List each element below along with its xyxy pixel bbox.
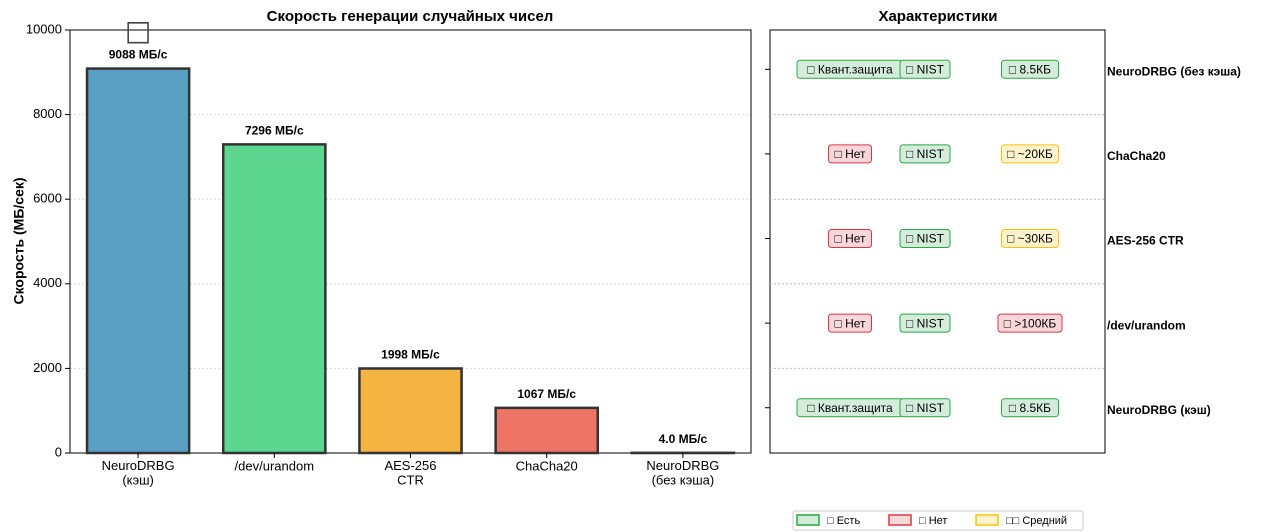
x-tick-label: /dev/urandom — [235, 458, 315, 473]
row-label: NeuroDRBG (без кэша) — [1107, 64, 1241, 78]
badge-label: □ Нет — [834, 316, 866, 330]
x-tick-label: ChaCha20 — [516, 458, 578, 473]
badge-label: □ ~20КБ — [1007, 147, 1053, 161]
badge-label: □ Нет — [834, 147, 866, 161]
badge — [1001, 59, 1059, 79]
row-label: /dev/urandom — [1107, 318, 1186, 332]
badge — [997, 313, 1063, 333]
badge-label: □ NIST — [906, 62, 945, 76]
badge — [899, 59, 951, 79]
panel-frame — [769, 29, 1106, 454]
value-label: 4.0 МБ/с — [659, 432, 708, 446]
legend-label: □ Нет — [919, 515, 947, 527]
legend-label: □□ Средний — [1006, 515, 1067, 527]
badge-label: □ Квант.защита — [807, 401, 893, 415]
y-tick-label: 0 — [55, 444, 62, 459]
badge-label: □ Нет — [834, 232, 866, 246]
chart-title: Скорость генерации случайных чисел — [267, 8, 554, 25]
badge — [899, 229, 951, 248]
badge-label: □ NIST — [906, 401, 945, 415]
value-label: 1998 МБ/с — [381, 348, 440, 362]
badge-label: □ 8.5КБ — [1009, 62, 1051, 76]
y-tick-label: 4000 — [33, 275, 62, 290]
badge — [1001, 398, 1059, 418]
bar — [358, 367, 463, 455]
badge — [828, 313, 872, 333]
legend-swatch — [975, 514, 999, 526]
x-tick-label: AES-256 CTR — [384, 458, 436, 487]
x-tick-label: NeuroDRBG (кэш) — [102, 458, 175, 487]
y-tick-label: 6000 — [33, 191, 62, 206]
y-tick-label: 2000 — [33, 360, 62, 375]
y-axis-label: Скорость (МБ/сек) — [11, 177, 27, 304]
legend-label: □ Есть — [827, 515, 860, 527]
row-label: AES-256 CTR — [1107, 234, 1184, 248]
badge-label: □ Квант.защита — [807, 62, 893, 76]
y-tick-label: 8000 — [33, 106, 62, 121]
badge — [899, 144, 951, 164]
badge-label: □ ~30КБ — [1007, 232, 1053, 246]
value-label: 9088 МБ/с — [109, 48, 168, 62]
badge-label: □ 8.5КБ — [1009, 401, 1051, 415]
value-label: 1067 МБ/с — [517, 387, 576, 401]
panel-title: Характеристики — [878, 8, 997, 25]
row-label: ChaCha20 — [1107, 149, 1166, 163]
annotation: □ — [125, 14, 151, 47]
badge — [1001, 229, 1059, 248]
bar — [85, 67, 191, 455]
badge — [828, 229, 872, 248]
legend-swatch — [888, 514, 912, 526]
bar — [494, 406, 600, 455]
badge — [1001, 144, 1059, 164]
value-label: 7296 МБ/с — [245, 124, 304, 138]
badge — [899, 313, 951, 333]
badge-label: □ NIST — [906, 232, 945, 246]
badge-label: □ >100КБ — [1004, 316, 1057, 330]
legend-frame — [792, 510, 1084, 531]
legend-swatch — [796, 514, 820, 526]
badge — [899, 398, 951, 418]
row-label: NeuroDRBG (кэш) — [1107, 403, 1211, 417]
x-tick-label: NeuroDRBG (без кэша) — [646, 458, 719, 487]
bar — [221, 143, 327, 455]
y-tick-label: 10000 — [26, 21, 62, 36]
badge — [828, 144, 872, 164]
badge-label: □ NIST — [906, 316, 945, 330]
badge-label: □ NIST — [906, 147, 945, 161]
